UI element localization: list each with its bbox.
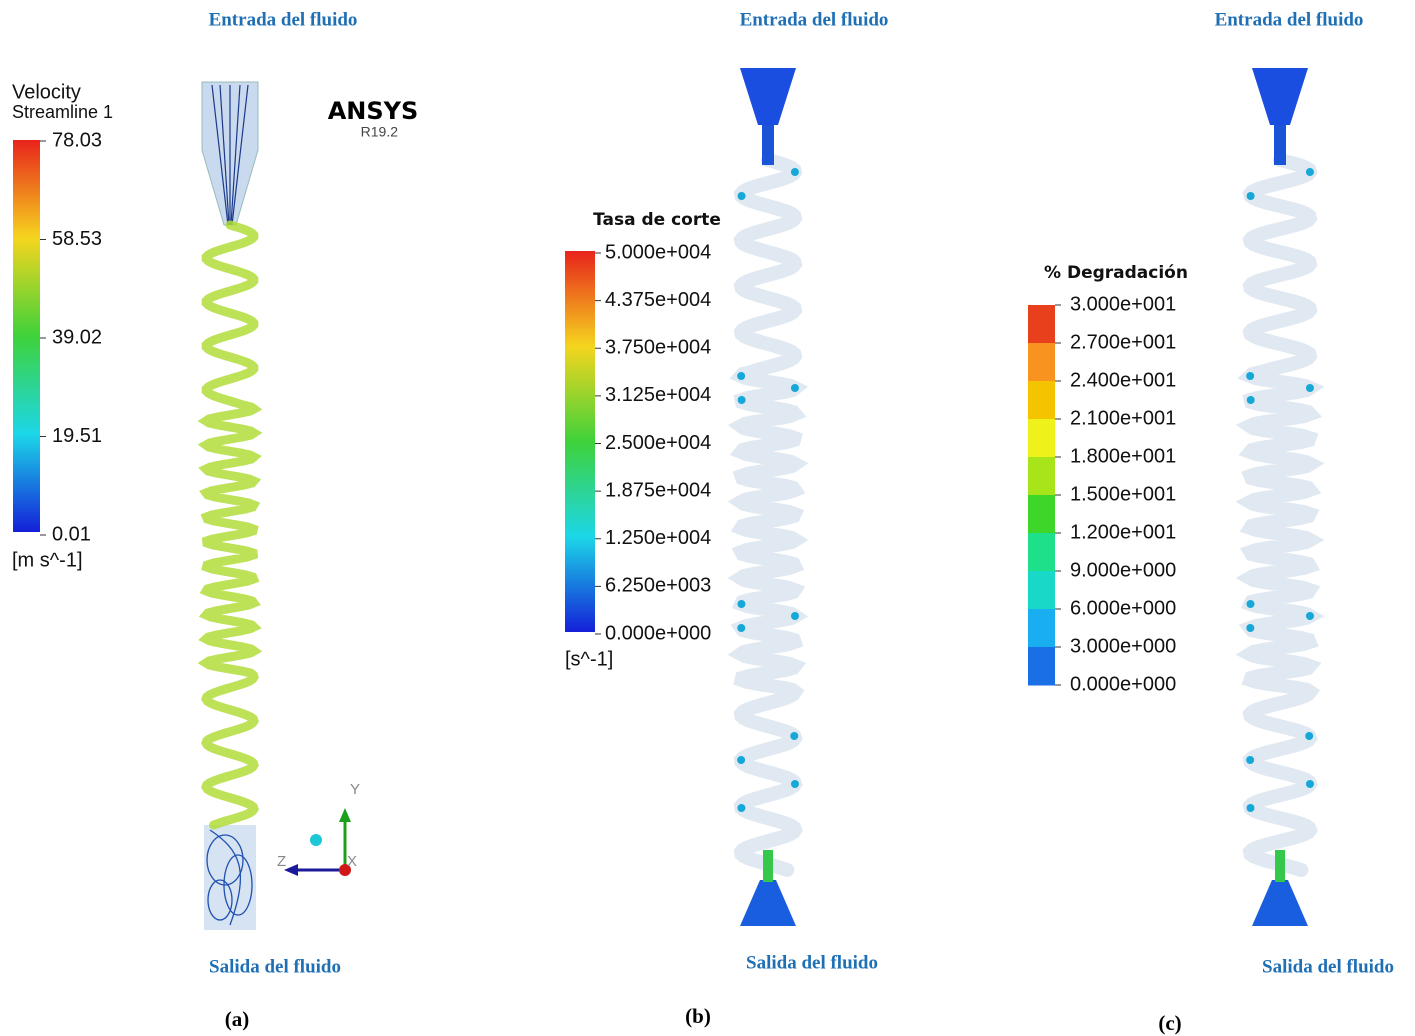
- tick-label: 2.400e+001: [1070, 369, 1176, 391]
- tick-label: 2.500e+004: [605, 432, 711, 454]
- particle: [791, 168, 799, 176]
- particle: [738, 396, 746, 404]
- particle: [737, 756, 745, 764]
- tick-label: 2.100e+001: [1070, 407, 1176, 429]
- tick-label: 3.000e+000: [1070, 635, 1176, 657]
- particle: [1247, 192, 1255, 200]
- tick-label: 0.01: [52, 523, 91, 545]
- panel-label: (a): [225, 1007, 250, 1031]
- particle: [790, 732, 798, 740]
- particle: [791, 780, 799, 788]
- tick-label: 0.000e+000: [605, 622, 711, 644]
- inlet-cone: [740, 68, 796, 125]
- tick-label: 1.200e+001: [1070, 521, 1176, 543]
- particle: [1246, 624, 1254, 632]
- figure: Y Z X ANSYS R19.2 Velocity Streamline 1 …: [0, 0, 1415, 1036]
- panel-label: (b): [685, 1004, 711, 1028]
- color-band: [1028, 495, 1055, 534]
- coil: [1250, 160, 1310, 870]
- particle: [1246, 600, 1254, 608]
- color-band: [1028, 419, 1055, 458]
- tick-label: 3.750e+004: [605, 337, 711, 359]
- inlet-label: Entrada del fluido: [1215, 9, 1364, 30]
- color-band: [1028, 457, 1055, 496]
- particle: [1306, 612, 1314, 620]
- particle: [737, 804, 745, 812]
- tick-label: 39.02: [52, 326, 102, 348]
- outlet-cone: [1252, 880, 1308, 926]
- outlet-label: Salida del fluido: [746, 952, 878, 973]
- tick-label: 58.53: [52, 228, 102, 250]
- legend-title: Tasa de corte: [593, 210, 721, 230]
- particle: [1305, 732, 1313, 740]
- logo-version: R19.2: [361, 124, 399, 140]
- coil: [741, 160, 795, 870]
- axis-label: Z: [277, 853, 286, 870]
- tick-label: 78.03: [52, 129, 102, 151]
- outlet-label: Salida del fluido: [1262, 956, 1394, 977]
- outlet-cone: [740, 880, 796, 926]
- particle: [738, 192, 746, 200]
- tick-label: 3.125e+004: [605, 384, 711, 406]
- color-band: [1028, 381, 1055, 420]
- color-band: [1028, 647, 1055, 686]
- outlet-label: Salida del fluido: [209, 956, 341, 977]
- tick-label: 9.000e+000: [1070, 559, 1176, 581]
- tick-label: 1.875e+004: [605, 479, 711, 501]
- tick-label: 0.000e+000: [1070, 673, 1176, 695]
- color-band: [1028, 571, 1055, 610]
- color-band: [1028, 609, 1055, 648]
- legend-title: Velocity: [12, 81, 81, 103]
- legend-unit: [s^-1]: [565, 648, 613, 670]
- panel-label: (c): [1158, 1011, 1181, 1035]
- inlet-cone: [1252, 68, 1308, 125]
- particle: [1246, 756, 1254, 764]
- particle: [1306, 780, 1314, 788]
- particle: [737, 372, 745, 380]
- colorbar: [13, 140, 40, 532]
- axis-label: X: [347, 853, 357, 870]
- particle: [737, 600, 745, 608]
- inlet-label: Entrada del fluido: [740, 9, 889, 30]
- particle: [737, 624, 745, 632]
- particle: [1306, 168, 1314, 176]
- tick-label: 6.250e+003: [605, 575, 711, 597]
- tick-label: 6.000e+000: [1070, 597, 1176, 619]
- color-band: [1028, 305, 1055, 344]
- axis-label: Y: [350, 781, 360, 798]
- particle: [1246, 372, 1254, 380]
- color-band: [1028, 343, 1055, 382]
- particle: [1247, 396, 1255, 404]
- particle: [791, 384, 799, 392]
- tick-label: 1.500e+001: [1070, 483, 1176, 505]
- inlet-stem: [1274, 125, 1286, 165]
- outlet-stem: [1275, 850, 1285, 882]
- axis-triad: Y Z X: [277, 781, 360, 876]
- legend-unit: [m s^-1]: [12, 549, 83, 571]
- logo: ANSYS: [328, 97, 419, 125]
- inlet-stem: [762, 125, 774, 165]
- outlet-stem: [763, 850, 773, 882]
- tick-label: 19.51: [52, 425, 102, 447]
- particle: [1246, 804, 1254, 812]
- colorbar: [565, 251, 595, 632]
- color-band: [1028, 533, 1055, 572]
- particle: [791, 612, 799, 620]
- particle: [1306, 384, 1314, 392]
- coil: [206, 225, 254, 825]
- legend-subtitle: Streamline 1: [12, 102, 113, 122]
- legend-title: % Degradación: [1044, 263, 1188, 283]
- tick-label: 1.800e+001: [1070, 445, 1176, 467]
- inlet-label: Entrada del fluido: [209, 9, 358, 30]
- tick-label: 1.250e+004: [605, 527, 711, 549]
- tick-label: 3.000e+001: [1070, 293, 1176, 315]
- tick-label: 2.700e+001: [1070, 331, 1176, 353]
- tick-label: 4.375e+004: [605, 289, 711, 311]
- tick-label: 5.000e+004: [605, 241, 711, 263]
